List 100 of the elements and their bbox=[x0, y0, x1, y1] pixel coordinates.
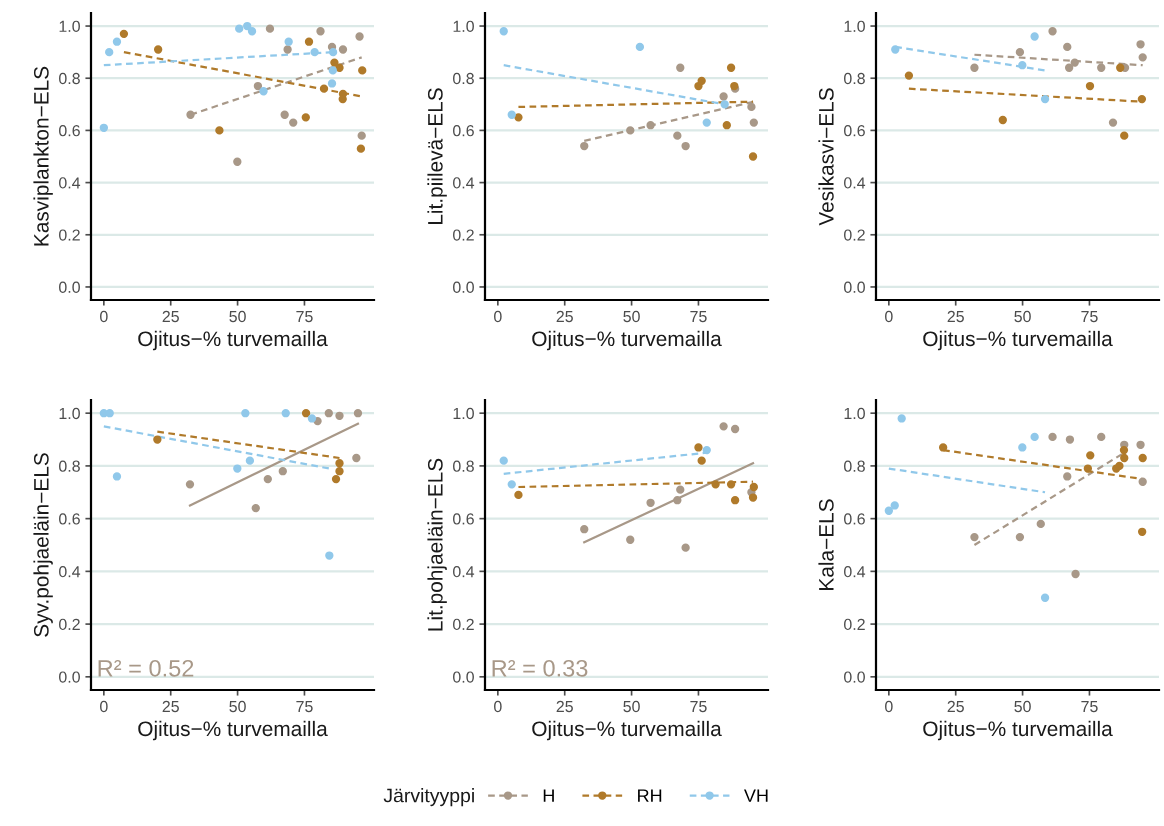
y-tick-label: 0.8 bbox=[453, 460, 474, 472]
point bbox=[514, 490, 523, 500]
point bbox=[352, 453, 361, 463]
x-tick-label: 0 bbox=[494, 700, 502, 713]
point bbox=[105, 47, 114, 57]
point bbox=[335, 467, 344, 476]
point bbox=[251, 503, 260, 513]
x-axis-title: Ojitus−% turvemailla bbox=[923, 720, 1113, 741]
point bbox=[1030, 432, 1039, 442]
point bbox=[283, 45, 292, 54]
point bbox=[280, 110, 289, 119]
y-tick-label: 0.8 bbox=[844, 460, 865, 472]
point bbox=[235, 24, 244, 33]
point bbox=[245, 456, 255, 465]
point bbox=[307, 414, 317, 423]
point bbox=[335, 63, 344, 72]
point bbox=[241, 409, 250, 418]
point bbox=[1097, 63, 1106, 72]
point bbox=[507, 480, 516, 489]
point bbox=[720, 100, 729, 109]
point bbox=[1040, 94, 1050, 104]
point bbox=[730, 496, 740, 505]
y-tick-label: 0.2 bbox=[844, 618, 865, 631]
point bbox=[748, 493, 758, 502]
point bbox=[1048, 432, 1057, 442]
point bbox=[719, 92, 728, 101]
annotation: R² = 0.52 bbox=[98, 659, 194, 677]
point bbox=[681, 141, 690, 151]
point bbox=[1048, 27, 1057, 36]
y-axis-title: Lit.piilevä−ELS bbox=[427, 88, 447, 224]
point bbox=[626, 535, 635, 544]
point bbox=[289, 118, 298, 127]
x-tick-label: 50 bbox=[229, 700, 246, 713]
y-tick-label: 0.0 bbox=[59, 671, 80, 683]
point bbox=[1097, 432, 1106, 442]
x-tick-label: 75 bbox=[690, 701, 707, 713]
x-tick-label: 25 bbox=[162, 310, 179, 323]
point bbox=[263, 474, 272, 484]
point bbox=[304, 37, 314, 46]
point bbox=[358, 66, 367, 75]
x-tick-label: 0 bbox=[100, 700, 108, 713]
point bbox=[646, 498, 655, 507]
point bbox=[938, 443, 948, 452]
point bbox=[580, 525, 589, 534]
point bbox=[681, 543, 690, 552]
point bbox=[884, 506, 894, 515]
y-tick-label: 0.8 bbox=[453, 72, 474, 85]
y-tick-label: 0.6 bbox=[844, 513, 865, 525]
point bbox=[676, 485, 685, 494]
point bbox=[507, 110, 516, 119]
point bbox=[353, 409, 363, 418]
legend-label: RH bbox=[638, 789, 662, 802]
point bbox=[1137, 94, 1147, 104]
point bbox=[1136, 40, 1145, 49]
x-tick-label: 25 bbox=[947, 310, 964, 323]
point bbox=[356, 144, 366, 153]
point bbox=[1015, 532, 1025, 542]
y-tick-label: 0.2 bbox=[453, 618, 474, 631]
point bbox=[1120, 131, 1129, 140]
point bbox=[904, 71, 914, 80]
x-tick-label: 25 bbox=[556, 310, 573, 323]
point bbox=[749, 482, 758, 492]
point bbox=[310, 47, 319, 57]
point bbox=[719, 422, 728, 431]
y-tick-label: 0.4 bbox=[844, 177, 866, 189]
point bbox=[281, 409, 290, 418]
x-tick-label: 50 bbox=[1014, 700, 1031, 713]
y-tick-label: 1.0 bbox=[844, 407, 865, 420]
point bbox=[726, 63, 736, 72]
y-tick-label: 0.6 bbox=[453, 125, 474, 137]
point bbox=[722, 121, 731, 130]
x-tick-label: 50 bbox=[623, 310, 640, 323]
y-tick-label: 1.0 bbox=[59, 20, 80, 32]
point bbox=[635, 42, 645, 52]
point bbox=[301, 409, 311, 418]
x-tick-label: 75 bbox=[1081, 701, 1098, 713]
point bbox=[331, 474, 341, 484]
y-tick-label: 0.6 bbox=[453, 513, 474, 525]
point bbox=[646, 121, 655, 130]
point bbox=[673, 496, 682, 505]
x-axis-title: Ojitus−% turvemailla bbox=[532, 720, 722, 741]
y-axis-title: Lit.pohjaeläin−ELS bbox=[427, 458, 447, 631]
x-tick-label: 75 bbox=[1081, 311, 1098, 323]
y-tick-label: 0.8 bbox=[59, 72, 80, 85]
point bbox=[1138, 53, 1147, 62]
y-tick-label: 1.0 bbox=[59, 407, 80, 420]
point bbox=[301, 113, 310, 122]
point bbox=[694, 443, 703, 452]
point bbox=[499, 456, 508, 465]
point bbox=[215, 126, 224, 135]
point bbox=[1136, 440, 1145, 449]
y-tick-label: 0.2 bbox=[59, 618, 80, 631]
y-axis-title: Syv.pohjaeläin−ELS bbox=[33, 453, 53, 637]
x-axis-title: Ojitus−% turvemailla bbox=[532, 330, 722, 351]
y-tick-label: 0.4 bbox=[59, 177, 81, 189]
point bbox=[1070, 58, 1079, 67]
point bbox=[284, 37, 293, 46]
point bbox=[357, 131, 366, 140]
point bbox=[153, 45, 163, 54]
point bbox=[711, 480, 720, 489]
